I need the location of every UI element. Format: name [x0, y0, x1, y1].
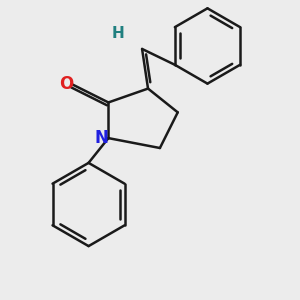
Text: H: H [112, 26, 125, 40]
Text: O: O [59, 75, 73, 93]
Text: N: N [94, 129, 108, 147]
